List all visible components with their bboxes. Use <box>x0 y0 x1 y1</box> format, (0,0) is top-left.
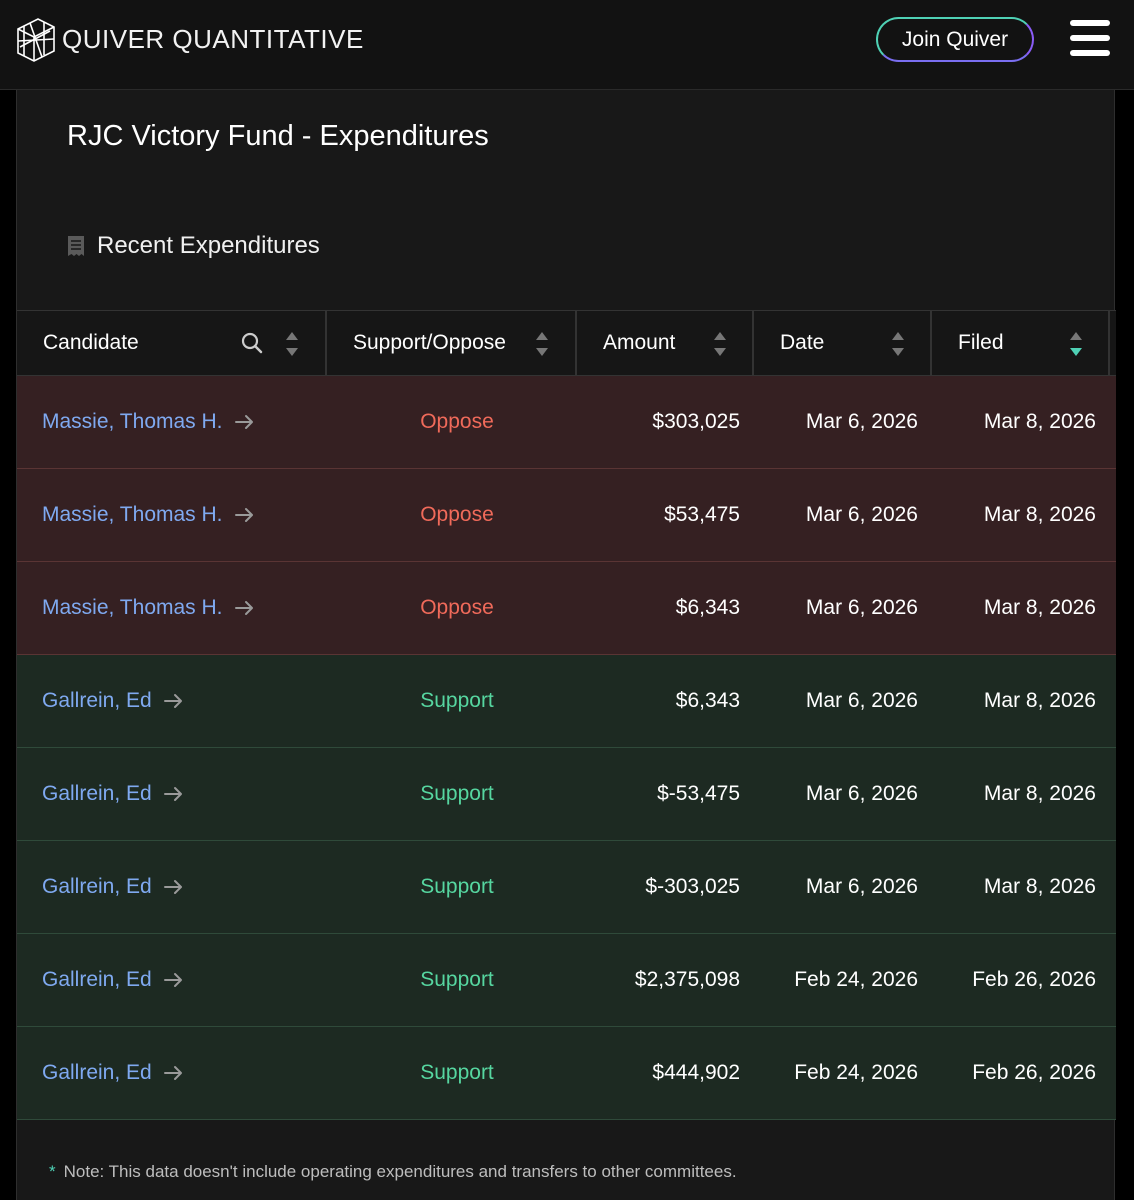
candidate-name[interactable]: Gallrein, Ed <box>42 782 152 805</box>
date-value: Mar 6, 2026 <box>805 410 918 433</box>
receipt-icon <box>68 236 84 256</box>
column-header-filed[interactable]: Filed <box>932 311 1110 375</box>
stance-value: Support <box>420 782 494 805</box>
table-row[interactable]: Gallrein, Ed Support $2,375,098 Feb 24, 202… <box>17 934 1116 1027</box>
arrow-right-icon[interactable] <box>163 1065 184 1081</box>
column-header-support-oppose[interactable]: Support/Oppose <box>327 311 577 375</box>
stance-value: Oppose <box>420 410 494 433</box>
candidate-name[interactable]: Massie, Thomas H. <box>42 596 223 619</box>
brand-name[interactable]: QUIVER QUANTITATIVE <box>62 24 364 54</box>
search-icon[interactable] <box>241 332 263 354</box>
date-value: Mar 6, 2026 <box>805 875 918 898</box>
candidate-name[interactable]: Gallrein, Ed <box>42 689 152 712</box>
stance-value: Support <box>420 968 494 991</box>
column-label: Filed <box>958 331 1004 354</box>
table-row[interactable]: Massie, Thomas H. Oppose $53,475 Mar 6, 202… <box>17 469 1116 562</box>
section-title: Recent Expenditures <box>97 232 320 259</box>
sort-icon[interactable] <box>285 331 299 357</box>
top-navigation-bar: QUIVER QUANTITATIVE Join Quiver <box>0 0 1134 90</box>
stance-value: Support <box>420 689 494 712</box>
candidate-link[interactable]: Gallrein, Ed <box>42 748 184 840</box>
amount-value: $444,902 <box>652 1061 740 1084</box>
quiver-logo-icon[interactable] <box>14 17 58 63</box>
footnote: * Note: This data doesn't include operati… <box>49 1162 737 1182</box>
stance-value: Support <box>420 1061 494 1084</box>
expenditures-panel: RJC Victory Fund - Expenditures Recent E… <box>16 90 1116 1200</box>
arrow-right-icon[interactable] <box>163 879 184 895</box>
candidate-name[interactable]: Massie, Thomas H. <box>42 503 223 526</box>
stance-value: Support <box>420 875 494 898</box>
table-row[interactable]: Gallrein, Ed Support $444,902 Feb 24, 2026 F… <box>17 1027 1116 1120</box>
date-value: Mar 6, 2026 <box>805 689 918 712</box>
page-title: RJC Victory Fund - Expenditures <box>67 120 489 152</box>
amount-value: $303,025 <box>652 410 740 433</box>
arrow-right-icon[interactable] <box>163 693 184 709</box>
candidate-link[interactable]: Massie, Thomas H. <box>42 376 255 468</box>
filed-value: Feb 26, 2026 <box>972 1061 1096 1084</box>
arrow-right-icon[interactable] <box>234 414 255 430</box>
table-row[interactable]: Gallrein, Ed Support $-53,475 Mar 6, 2026 Ma… <box>17 748 1116 841</box>
date-value: Feb 24, 2026 <box>794 1061 918 1084</box>
candidate-link[interactable]: Gallrein, Ed <box>42 655 184 747</box>
arrow-right-icon[interactable] <box>234 507 255 523</box>
candidate-link[interactable]: Gallrein, Ed <box>42 934 184 1026</box>
candidate-link[interactable]: Massie, Thomas H. <box>42 562 255 654</box>
column-header-amount[interactable]: Amount <box>577 311 754 375</box>
expenditures-table: Candidate Support/Oppose Amount <box>17 310 1116 1120</box>
column-header-date[interactable]: Date <box>754 311 932 375</box>
sort-icon[interactable] <box>535 331 549 357</box>
column-label: Date <box>780 331 825 354</box>
candidate-link[interactable]: Gallrein, Ed <box>42 841 184 933</box>
candidate-name[interactable]: Gallrein, Ed <box>42 1061 152 1084</box>
sort-icon[interactable] <box>713 331 727 357</box>
date-value: Feb 24, 2026 <box>794 968 918 991</box>
column-label: Support/Oppose <box>353 331 506 354</box>
column-label: Candidate <box>43 331 139 354</box>
candidate-name[interactable]: Gallrein, Ed <box>42 968 152 991</box>
amount-value: $53,475 <box>664 503 740 526</box>
arrow-right-icon[interactable] <box>163 786 184 802</box>
hamburger-menu-icon[interactable] <box>1070 20 1110 56</box>
table-row[interactable]: Massie, Thomas H. Oppose $6,343 Mar 6, 2026… <box>17 562 1116 655</box>
footnote-marker: * <box>49 1162 56 1181</box>
date-value: Mar 6, 2026 <box>805 503 918 526</box>
amount-value: $-303,025 <box>645 875 740 898</box>
filed-value: Mar 8, 2026 <box>983 596 1096 619</box>
amount-value: $6,343 <box>675 689 740 712</box>
column-header-candidate[interactable]: Candidate <box>17 311 327 375</box>
candidate-name[interactable]: Massie, Thomas H. <box>42 410 223 433</box>
stance-value: Oppose <box>420 503 494 526</box>
table-row[interactable]: Gallrein, Ed Support $-303,025 Mar 6, 2026 M… <box>17 841 1116 934</box>
amount-value: $6,343 <box>675 596 740 619</box>
arrow-right-icon[interactable] <box>234 600 255 616</box>
footnote-text: Note: This data doesn't include operatin… <box>63 1162 737 1181</box>
sort-icon[interactable] <box>891 331 905 357</box>
candidate-link[interactable]: Gallrein, Ed <box>42 1027 184 1119</box>
table-row[interactable]: Massie, Thomas H. Oppose $303,025 Mar 6, 20… <box>17 376 1116 469</box>
table-row[interactable]: Gallrein, Ed Support $6,343 Mar 6, 2026 Mar … <box>17 655 1116 748</box>
filed-value: Feb 26, 2026 <box>972 968 1096 991</box>
filed-value: Mar 8, 2026 <box>983 875 1096 898</box>
column-label: Amount <box>603 331 676 354</box>
amount-value: $-53,475 <box>657 782 740 805</box>
table-header: Candidate Support/Oppose Amount <box>17 310 1116 376</box>
filed-value: Mar 8, 2026 <box>983 689 1096 712</box>
filed-value: Mar 8, 2026 <box>983 503 1096 526</box>
candidate-name[interactable]: Gallrein, Ed <box>42 875 152 898</box>
join-quiver-button[interactable]: Join Quiver <box>876 17 1034 62</box>
sort-descending-icon[interactable] <box>1069 331 1083 357</box>
amount-value: $2,375,098 <box>634 968 740 991</box>
table-body: Massie, Thomas H. Oppose $303,025 Mar 6, 20… <box>17 376 1116 1120</box>
stance-value: Oppose <box>420 596 494 619</box>
section-header: Recent Expenditures <box>67 231 320 261</box>
filed-value: Mar 8, 2026 <box>983 410 1096 433</box>
date-value: Mar 6, 2026 <box>805 782 918 805</box>
candidate-link[interactable]: Massie, Thomas H. <box>42 469 255 561</box>
date-value: Mar 6, 2026 <box>805 596 918 619</box>
filed-value: Mar 8, 2026 <box>983 782 1096 805</box>
arrow-right-icon[interactable] <box>163 972 184 988</box>
